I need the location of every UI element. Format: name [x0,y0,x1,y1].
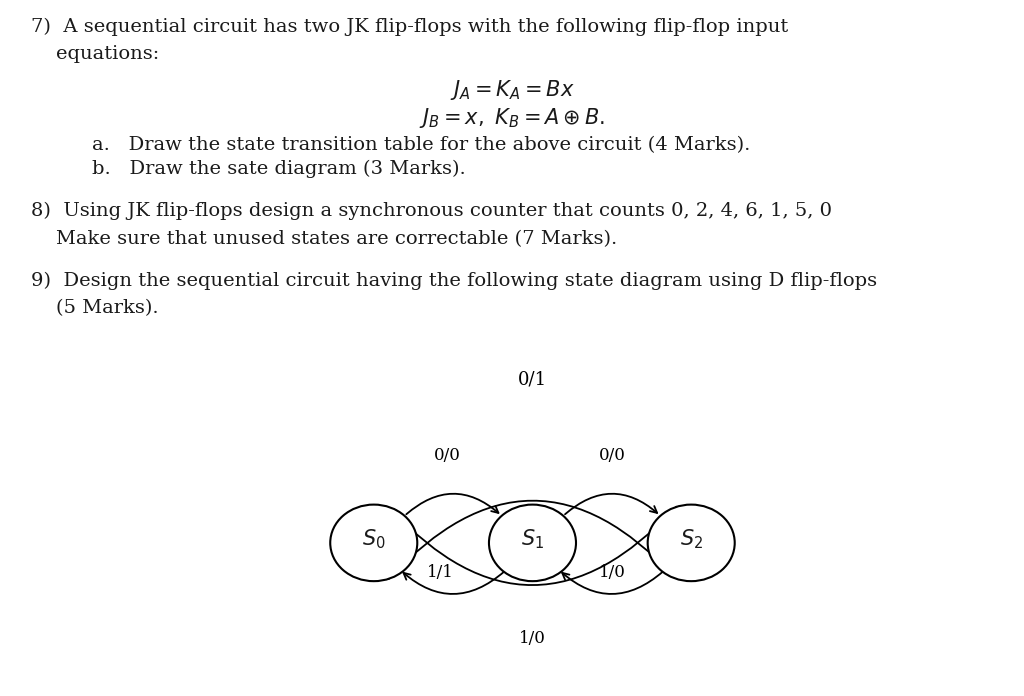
Text: $J_A = K_A = Bx$: $J_A = K_A = Bx$ [450,78,574,102]
Text: 1/1: 1/1 [427,564,454,580]
Text: b.   Draw the sate diagram (3 Marks).: b. Draw the sate diagram (3 Marks). [92,160,466,178]
Text: $S_1$: $S_1$ [521,528,544,551]
Text: 7)  A sequential circuit has two JK flip-flops with the following flip-flop inpu: 7) A sequential circuit has two JK flip-… [31,17,788,35]
Text: 8)  Using JK flip-flops design a synchronous counter that counts 0, 2, 4, 6, 1, : 8) Using JK flip-flops design a synchron… [31,202,831,220]
Text: $S_2$: $S_2$ [680,528,702,551]
Text: Make sure that unused states are correctable (7 Marks).: Make sure that unused states are correct… [31,230,617,248]
Text: 0/0: 0/0 [599,448,626,464]
Ellipse shape [489,505,575,581]
Ellipse shape [648,505,735,581]
Text: 9)  Design the sequential circuit having the following state diagram using D fli: 9) Design the sequential circuit having … [31,271,877,290]
Text: equations:: equations: [31,45,159,63]
Text: $J_B = x,\ K_B = A \oplus B.$: $J_B = x,\ K_B = A \oplus B.$ [419,106,605,130]
Text: 0/1: 0/1 [518,370,547,388]
Ellipse shape [330,505,418,581]
Text: $S_0$: $S_0$ [361,528,386,551]
Text: (5 Marks).: (5 Marks). [31,299,159,317]
Text: 1/0: 1/0 [599,564,626,580]
Text: 1/0: 1/0 [519,631,546,647]
Text: 0/0: 0/0 [434,448,461,464]
Text: a.   Draw the state transition table for the above circuit (4 Marks).: a. Draw the state transition table for t… [92,136,751,154]
